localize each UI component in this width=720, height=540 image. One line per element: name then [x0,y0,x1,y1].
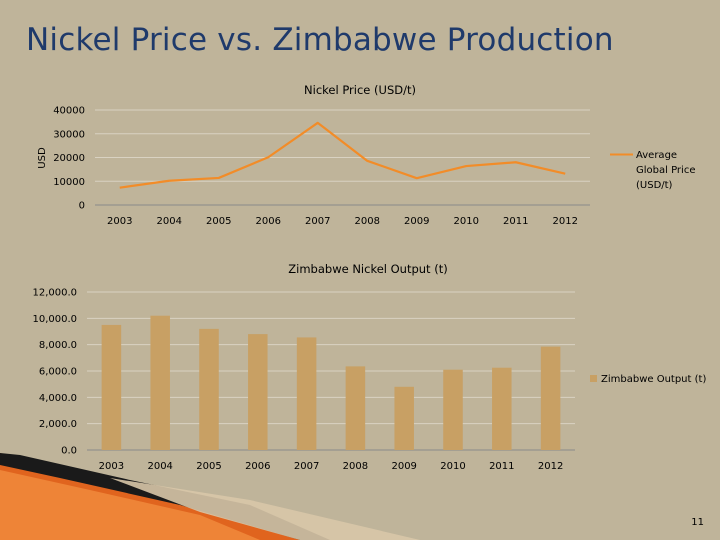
bar-chart-y-tick: 6,000.0 [39,367,77,378]
line-chart-y-tick: 30000 [53,129,85,140]
bar-chart-y-tick: 2,000.0 [39,419,77,430]
line-legend-label-3: (USD/t) [636,180,673,191]
bar-2004 [150,315,170,450]
bar-2007 [296,337,317,450]
bar-2011 [492,367,512,450]
bar-chart-x-tick: 2006 [245,461,270,472]
bar-chart-y-tick: 4,000.0 [39,393,77,404]
bar-2006 [248,334,268,450]
line-series-average-global-price [119,121,566,189]
bar-2010 [443,369,463,450]
bar-chart-x-tick: 2012 [538,461,563,472]
bar-2003 [101,324,122,450]
line-legend-label-2: Global Price [636,165,695,176]
line-chart-x-tick: 2009 [404,216,429,227]
bar-2009 [394,386,414,450]
bar-legend-label: Zimbabwe Output (t) [601,374,706,385]
bar-chart-y-tick: 10,000.0 [32,314,77,325]
bar-2008 [345,366,366,450]
line-chart-x-tick: 2005 [206,216,231,227]
bar-chart-x-tick: 2008 [343,461,368,472]
bar-legend-key [590,375,597,382]
line-chart-x-tick: 2007 [305,216,330,227]
line-chart: Nickel Price (USD/t) USD 0 10000 20000 3000… [37,83,695,227]
line-chart-x-tick: 2011 [503,216,528,227]
bar-chart-x-tick: 2004 [147,461,172,472]
slide-title: Nickel Price vs. Zimbabwe Production [26,22,614,58]
line-chart-x-tick: 2003 [107,216,132,227]
bar-chart-x-tick: 2005 [196,461,221,472]
bar-chart-x-tick-labels: 2003 2004 2005 2006 2007 2008 2009 2010 2011 2012 [99,461,564,472]
line-chart-x-tick: 2006 [256,216,281,227]
bar-chart-y-tick: 8,000.0 [39,340,77,351]
bar-chart-legend: Zimbabwe Output (t) [590,374,706,385]
line-chart-y-tick: 40000 [53,106,85,117]
line-chart-y-tick: 0 [79,201,85,212]
bar-chart-y-tick: 0.0 [61,446,77,457]
bar-2005 [199,328,219,450]
bar-chart-x-tick: 2011 [489,461,514,472]
bar-chart-y-tick: 12,000.0 [32,288,77,299]
bar-chart-x-tick: 2003 [99,461,124,472]
bar-series-zimbabwe-output [101,315,561,450]
line-chart-y-tick: 10000 [53,177,85,188]
line-chart-y-tick-labels: 0 10000 20000 30000 40000 [53,106,85,212]
line-chart-x-tick: 2008 [355,216,380,227]
page-number: 11 [691,517,704,528]
decorative-swoosh [0,453,420,540]
bar-chart-title: Zimbabwe Nickel Output (t) [288,262,447,276]
bar-2012 [540,346,561,450]
bar-chart-y-tick-labels: 0.0 2,000.0 4,000.0 6,000.0 8,000.0 10,000.0 1… [32,288,77,457]
line-legend-label-1: Average [636,150,677,161]
line-chart-y-axis-label: USD [37,147,48,169]
line-chart-x-tick: 2010 [454,216,479,227]
bar-chart-x-tick: 2009 [391,461,416,472]
line-chart-legend: Average Global Price (USD/t) [610,150,695,191]
line-chart-x-tick-labels: 2003 2004 2005 2006 2007 2008 2009 2010 2011 2012 [107,216,578,227]
line-chart-title: Nickel Price (USD/t) [304,83,416,97]
line-chart-x-tick: 2012 [553,216,578,227]
bar-chart: Zimbabwe Nickel Output (t) 0.0 2,000.0 4,0… [32,262,706,472]
line-chart-x-tick: 2004 [157,216,182,227]
line-chart-gridlines [95,109,590,206]
line-chart-y-tick: 20000 [53,153,85,164]
bar-chart-x-tick: 2010 [440,461,465,472]
bar-chart-x-tick: 2007 [294,461,319,472]
